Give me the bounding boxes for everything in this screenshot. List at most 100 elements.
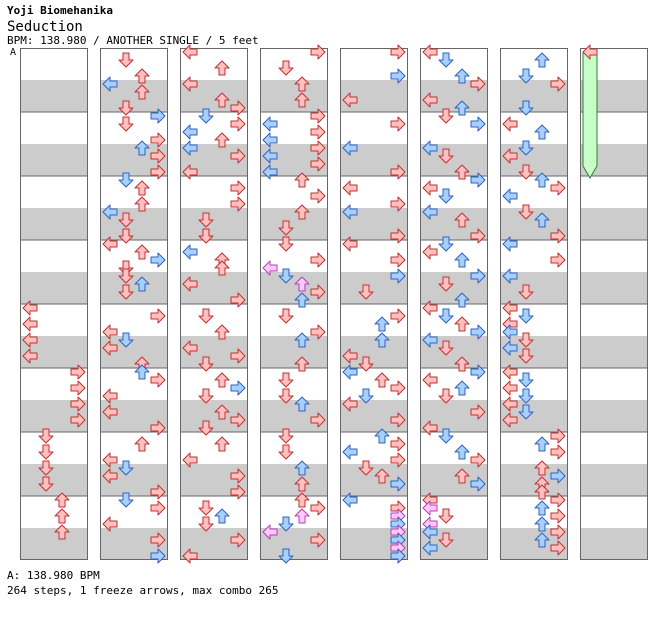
- right-arrow-icon: [550, 508, 566, 524]
- up-arrow-icon: [54, 508, 70, 524]
- down-arrow-icon: [118, 228, 134, 244]
- beat-stripe: [340, 336, 408, 368]
- right-arrow-icon: [470, 76, 486, 92]
- chart-column-8: [580, 44, 648, 560]
- bpm-summary: A: 138.980 BPM: [7, 569, 100, 582]
- down-arrow-icon: [518, 308, 534, 324]
- chart-column-5: [340, 44, 408, 564]
- down-arrow-icon: [438, 148, 454, 164]
- up-arrow-icon: [534, 484, 550, 500]
- chart-column-4: [260, 44, 328, 564]
- up-arrow-icon: [294, 356, 310, 372]
- beat-stripe: [260, 464, 328, 496]
- down-arrow-icon: [198, 388, 214, 404]
- beat-stripe: [260, 336, 328, 368]
- left-arrow-icon: [422, 540, 438, 556]
- right-arrow-icon: [230, 468, 246, 484]
- left-arrow-icon: [422, 500, 438, 516]
- right-arrow-icon: [150, 108, 166, 124]
- beat-stripe: [180, 208, 248, 240]
- right-arrow-icon: [310, 156, 326, 172]
- step-stats: 264 steps, 1 freeze arrows, max combo 26…: [7, 584, 279, 597]
- left-arrow-icon: [502, 364, 518, 380]
- left-arrow-icon: [502, 396, 518, 412]
- left-arrow-icon: [182, 244, 198, 260]
- down-arrow-icon: [118, 332, 134, 348]
- right-arrow-icon: [390, 436, 406, 452]
- down-arrow-icon: [278, 444, 294, 460]
- up-arrow-icon: [294, 508, 310, 524]
- down-arrow-icon: [518, 372, 534, 388]
- up-arrow-icon: [214, 508, 230, 524]
- left-arrow-icon: [502, 188, 518, 204]
- up-arrow-icon: [294, 276, 310, 292]
- up-arrow-icon: [454, 292, 470, 308]
- left-arrow-icon: [342, 236, 358, 252]
- down-arrow-icon: [278, 428, 294, 444]
- chart-column-3: [180, 44, 248, 564]
- song-title: Seduction: [7, 19, 83, 35]
- left-arrow-icon: [502, 236, 518, 252]
- right-arrow-icon: [470, 476, 486, 492]
- up-arrow-icon: [134, 436, 150, 452]
- right-arrow-icon: [550, 540, 566, 556]
- down-arrow-icon: [198, 228, 214, 244]
- right-arrow-icon: [70, 412, 86, 428]
- down-arrow-icon: [278, 548, 294, 564]
- up-arrow-icon: [214, 436, 230, 452]
- right-arrow-icon: [390, 164, 406, 180]
- left-arrow-icon: [502, 300, 518, 316]
- right-arrow-icon: [390, 476, 406, 492]
- beat-stripe: [100, 272, 168, 304]
- right-arrow-icon: [310, 500, 326, 516]
- left-arrow-icon: [102, 324, 118, 340]
- column-border: [260, 48, 328, 560]
- left-arrow-icon: [502, 268, 518, 284]
- down-arrow-icon: [518, 404, 534, 420]
- down-arrow-icon: [198, 500, 214, 516]
- beat-stripe: [260, 80, 328, 112]
- beat-stripe: [20, 272, 88, 304]
- chart-column-7: [500, 48, 568, 560]
- right-arrow-icon: [230, 196, 246, 212]
- beat-stripe: [20, 464, 88, 496]
- left-arrow-icon: [342, 444, 358, 460]
- right-arrow-icon: [150, 252, 166, 268]
- left-arrow-icon: [102, 340, 118, 356]
- down-arrow-icon: [518, 100, 534, 116]
- beat-stripe: [580, 528, 648, 560]
- right-arrow-icon: [230, 412, 246, 428]
- left-arrow-icon: [342, 492, 358, 508]
- right-arrow-icon: [150, 164, 166, 180]
- up-arrow-icon: [374, 372, 390, 388]
- down-arrow-icon: [118, 284, 134, 300]
- left-arrow-icon: [422, 204, 438, 220]
- right-arrow-icon: [470, 364, 486, 380]
- down-arrow-icon: [438, 340, 454, 356]
- down-arrow-icon: [358, 388, 374, 404]
- chart-column-1: [20, 48, 88, 560]
- down-arrow-icon: [118, 460, 134, 476]
- down-arrow-icon: [518, 388, 534, 404]
- left-arrow-icon: [182, 124, 198, 140]
- right-arrow-icon: [310, 44, 326, 60]
- left-arrow-icon: [422, 300, 438, 316]
- left-arrow-icon: [22, 300, 38, 316]
- beat-stripe: [500, 464, 568, 496]
- right-arrow-icon: [550, 492, 566, 508]
- up-arrow-icon: [534, 460, 550, 476]
- right-arrow-icon: [550, 428, 566, 444]
- beat-stripe: [500, 336, 568, 368]
- beat-stripe: [180, 336, 248, 368]
- left-arrow-icon: [102, 204, 118, 220]
- right-arrow-icon: [310, 108, 326, 124]
- right-arrow-icon: [230, 348, 246, 364]
- left-arrow-icon: [342, 92, 358, 108]
- up-arrow-icon: [454, 356, 470, 372]
- left-arrow-icon: [182, 548, 198, 564]
- down-arrow-icon: [518, 68, 534, 84]
- left-arrow-icon: [502, 412, 518, 428]
- right-arrow-icon: [390, 116, 406, 132]
- artist-name: Yoji Biomehanika: [7, 4, 113, 17]
- up-arrow-icon: [214, 60, 230, 76]
